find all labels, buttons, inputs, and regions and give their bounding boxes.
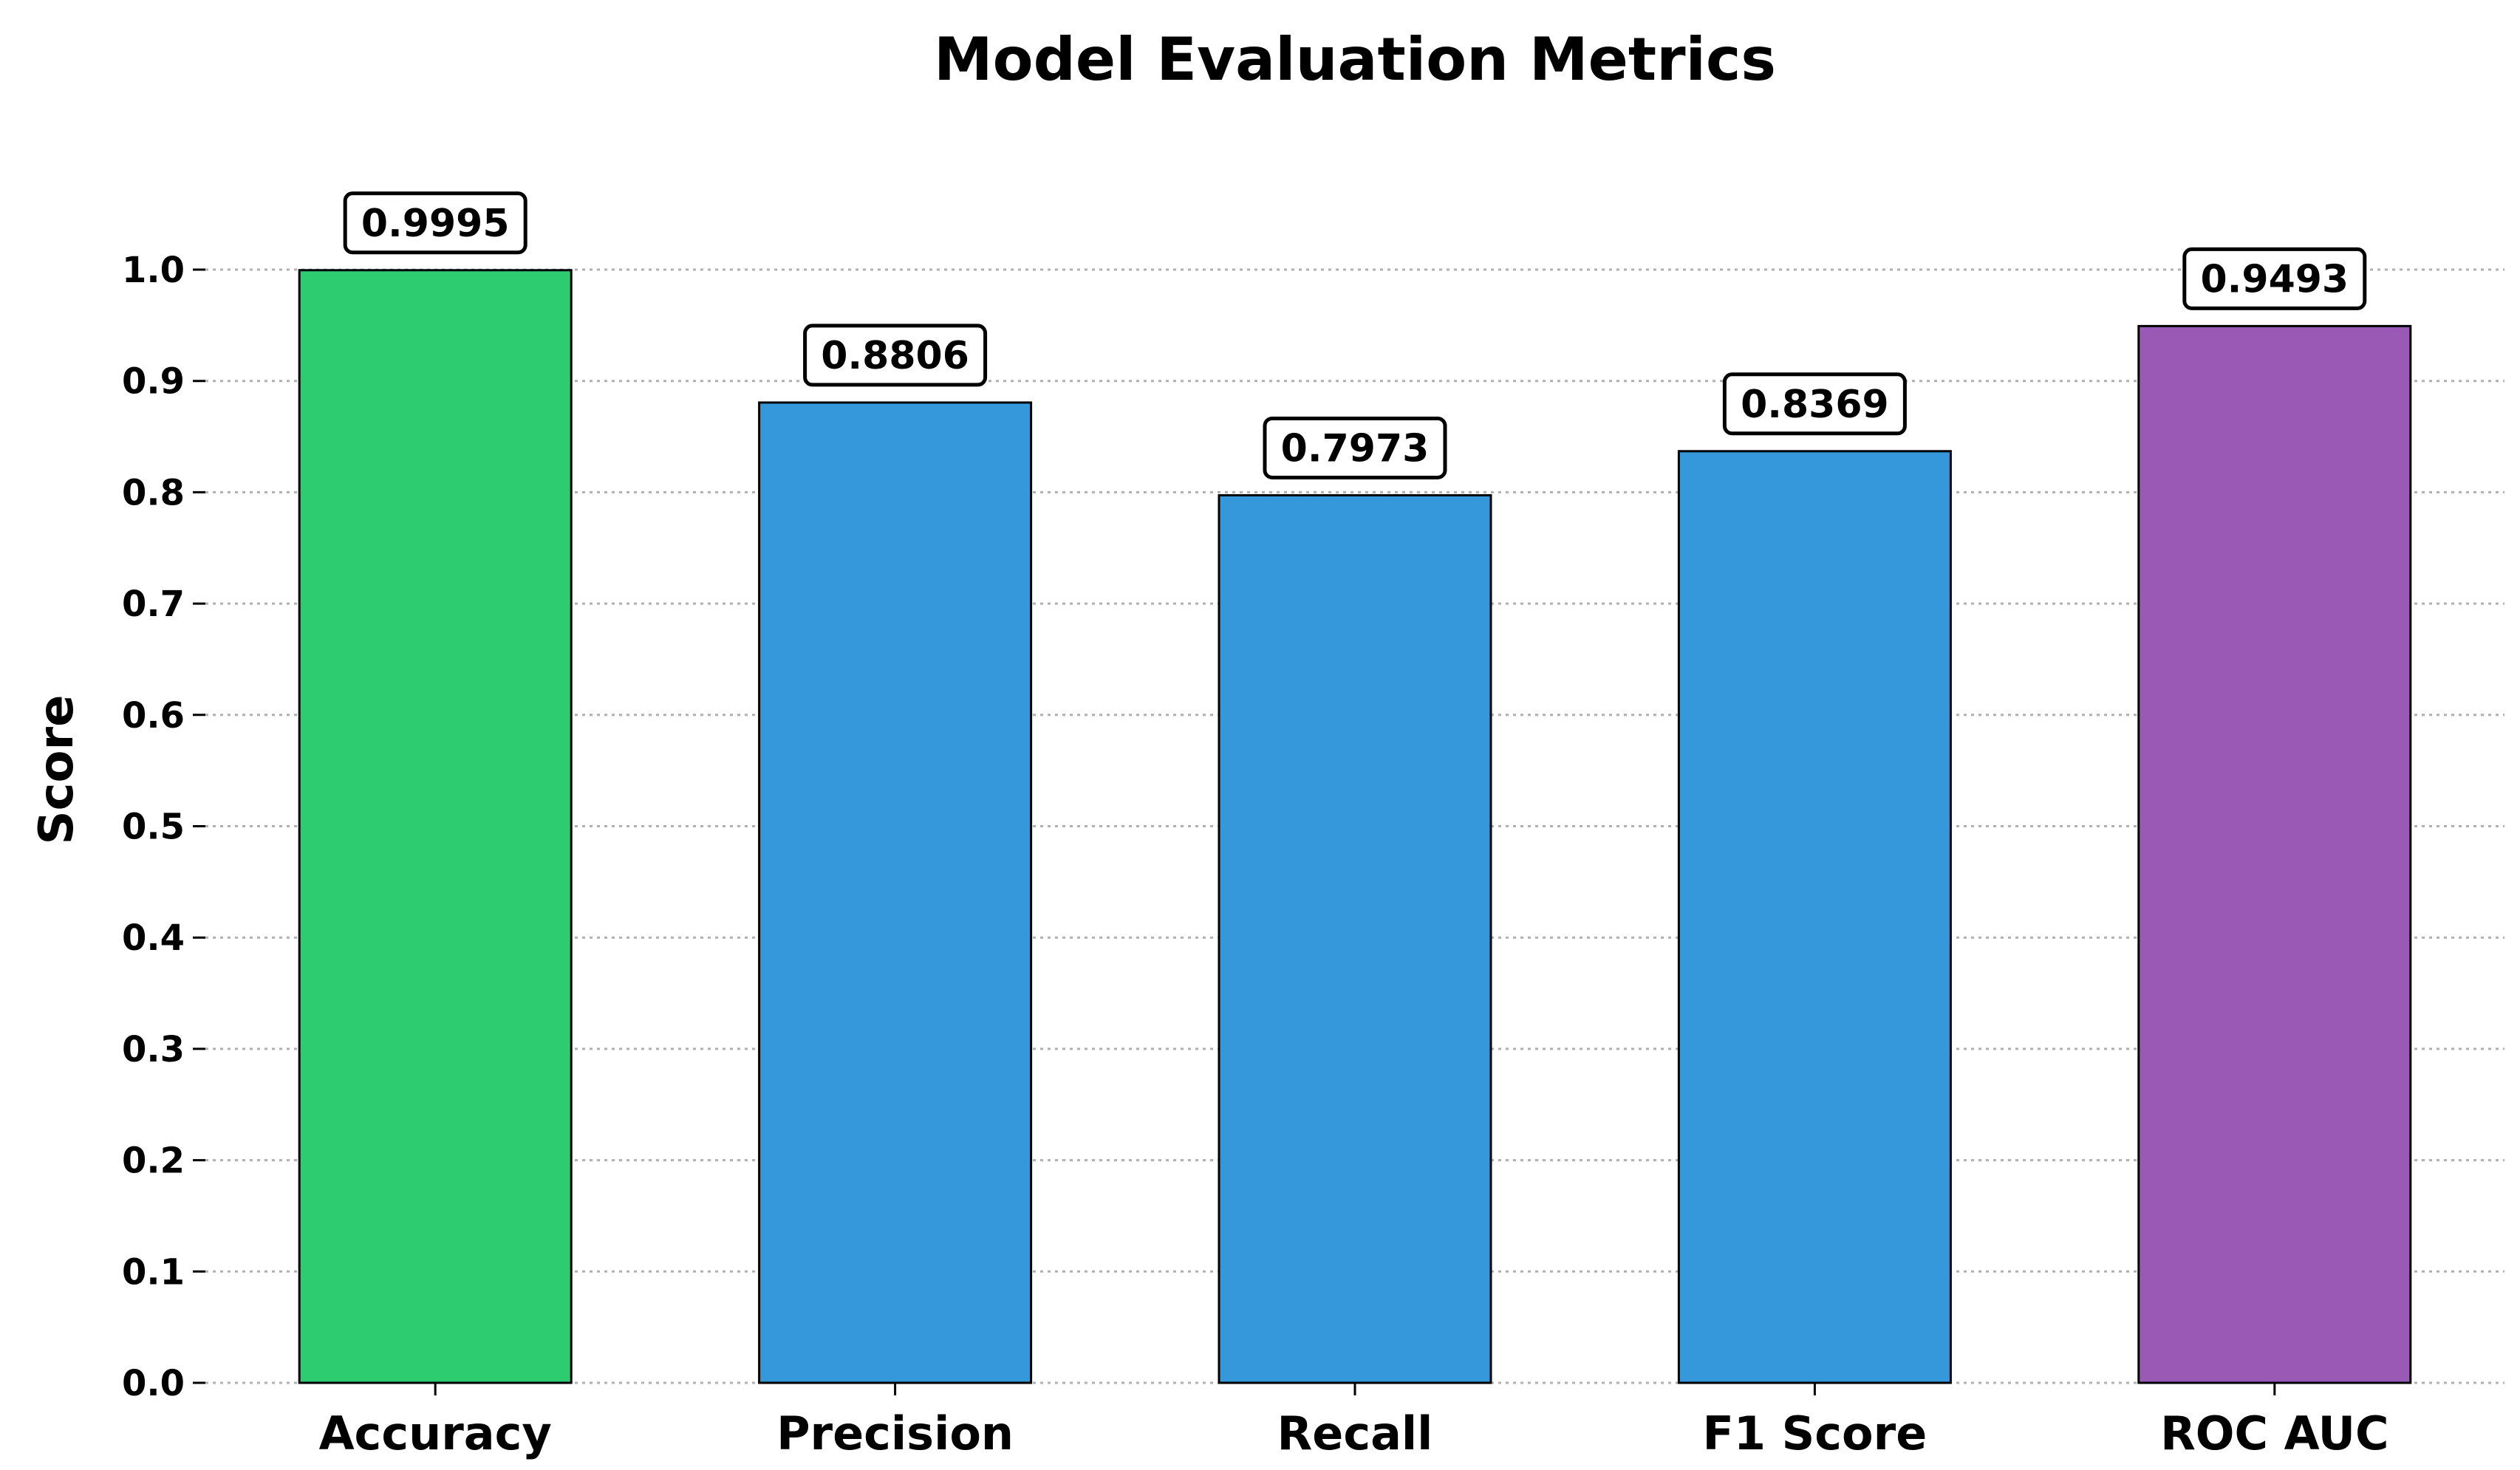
value-label: 0.8806 [821,334,969,378]
value-label-box [803,324,988,387]
value-label: 0.8369 [1741,383,1889,427]
y-tick-label: 0.1 [122,1251,185,1293]
y-tick-label: 0.6 [122,695,185,736]
bars [298,269,2412,1384]
bar-precision [758,401,1033,1384]
x-axis-ticks: Accuracy Precision Recall F1 Score ROC AUC [319,1383,2389,1460]
y-tick-label: 0.5 [122,807,185,848]
bar-accuracy [298,269,573,1384]
y-tick-label: 1.0 [122,250,185,291]
y-tick-label: 0.2 [122,1141,185,1182]
chart-title: Model Evaluation Metrics [934,25,1776,94]
y-tick-label: 0.7 [122,584,185,625]
grid-lines [205,268,2504,1384]
value-label-box [1722,372,1907,436]
value-label-box [1263,416,1447,479]
y-tick-label: 0.9 [122,361,185,403]
y-axis-ticks: 0.0 0.1 0.2 0.3 0.4 0.5 0.6 0.7 0.8 0.9 1.0 [122,250,205,1404]
bar-f1-score [1677,450,1952,1384]
x-tick-label: ROC AUC [2160,1406,2388,1460]
value-labels: 0.9995 0.8806 0.7973 0.8369 0.9493 [343,191,2367,479]
y-tick-label: 0.8 [122,472,185,513]
y-axis-label: Score [30,695,84,845]
x-tick-label: F1 Score [1703,1406,1927,1460]
x-tick-label: Precision [776,1406,1014,1460]
bar-roc-auc [2137,324,2412,1384]
y-tick-label: 0.0 [122,1363,185,1404]
y-tick-label: 0.4 [122,917,185,959]
value-label: 0.7973 [1281,426,1430,471]
value-label-box [343,191,527,255]
x-tick-label: Recall [1277,1406,1433,1460]
x-tick-label: Accuracy [319,1406,552,1460]
value-label-box [2182,247,2367,310]
value-label: 0.9995 [361,202,510,246]
value-label: 0.9493 [2200,257,2349,301]
bar-recall [1218,493,1492,1384]
y-tick-label: 0.3 [122,1029,185,1070]
